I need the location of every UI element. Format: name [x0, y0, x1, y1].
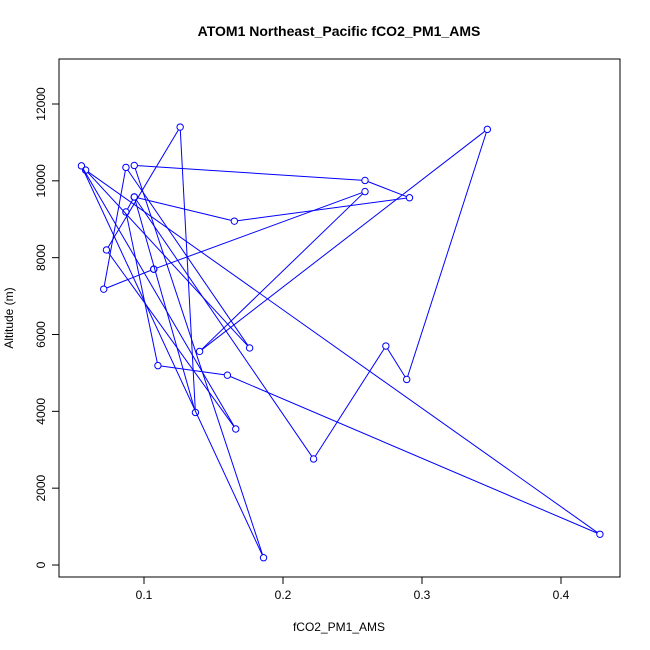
y-tick-label: 8000 [34, 244, 48, 271]
series-segment [87, 172, 248, 346]
x-tick-label: 0.1 [136, 588, 153, 602]
y-tick-label: 12000 [34, 87, 48, 121]
data-point [596, 530, 604, 538]
y-tick-label: 0 [34, 561, 48, 568]
data-point [361, 176, 369, 185]
data-point [102, 246, 111, 254]
series-segment [127, 169, 249, 346]
x-axis-title: fCO2_PM1_AMS [293, 620, 385, 634]
y-tick-label: 10000 [34, 164, 48, 198]
series-segment [161, 365, 225, 376]
series-points [77, 123, 604, 562]
chart-title: ATOM1 Northeast_Pacific fCO2_PM1_AMS [198, 23, 481, 39]
data-point [122, 163, 130, 172]
series-segment [82, 168, 263, 556]
data-point [483, 125, 492, 134]
series-segment [127, 199, 134, 210]
data-point [150, 265, 158, 273]
data-point [176, 123, 184, 131]
data-point [99, 285, 108, 293]
data-point [259, 554, 268, 562]
series-segment [201, 193, 364, 350]
series-segment [407, 132, 487, 377]
series-segment [367, 181, 407, 198]
series-segment [103, 170, 126, 287]
data-point [230, 217, 239, 225]
series-segment [314, 348, 385, 457]
data-point [130, 161, 138, 170]
y-tick-label: 2000 [34, 474, 48, 501]
data-point [245, 344, 254, 352]
data-point [122, 208, 130, 216]
series-segment [126, 214, 158, 363]
series-segment [82, 168, 235, 427]
series-segment [135, 199, 313, 457]
series-lines [82, 129, 598, 556]
y-axis-title: Altitude (m) [2, 287, 16, 348]
series-segment [156, 192, 363, 269]
series-segment [107, 252, 235, 427]
series-segment [134, 168, 264, 555]
series-segment [230, 376, 598, 534]
y-tick-label: 4000 [34, 398, 48, 425]
data-point [309, 455, 318, 463]
data-point [81, 166, 90, 174]
data-point [77, 162, 86, 170]
y-axis: 0 2000 4000 6000 8000 10000 12000 [34, 87, 60, 568]
data-point [223, 371, 232, 379]
series-segment [179, 130, 196, 410]
x-axis: 0.1 0.2 0.3 0.4 [136, 576, 570, 602]
data-point [154, 361, 162, 370]
data-point [405, 194, 414, 202]
data-point [403, 375, 411, 384]
x-tick-label: 0.3 [414, 588, 431, 602]
series-segment [107, 129, 179, 248]
x-tick-label: 0.4 [553, 588, 570, 602]
data-point [361, 187, 369, 196]
series-segment [106, 269, 151, 289]
data-point [130, 193, 138, 201]
y-tick-label: 6000 [34, 321, 48, 348]
series-segment [87, 171, 598, 533]
series-segment [137, 165, 362, 181]
data-point [191, 408, 200, 417]
data-point [195, 347, 204, 356]
series-segment [237, 197, 407, 222]
data-point [382, 342, 390, 350]
plot-frame [58, 58, 621, 578]
series-segment [387, 348, 406, 377]
x-tick-label: 0.2 [275, 588, 292, 602]
series-segment [137, 197, 232, 221]
data-point [232, 425, 240, 433]
series-segment [201, 130, 486, 350]
